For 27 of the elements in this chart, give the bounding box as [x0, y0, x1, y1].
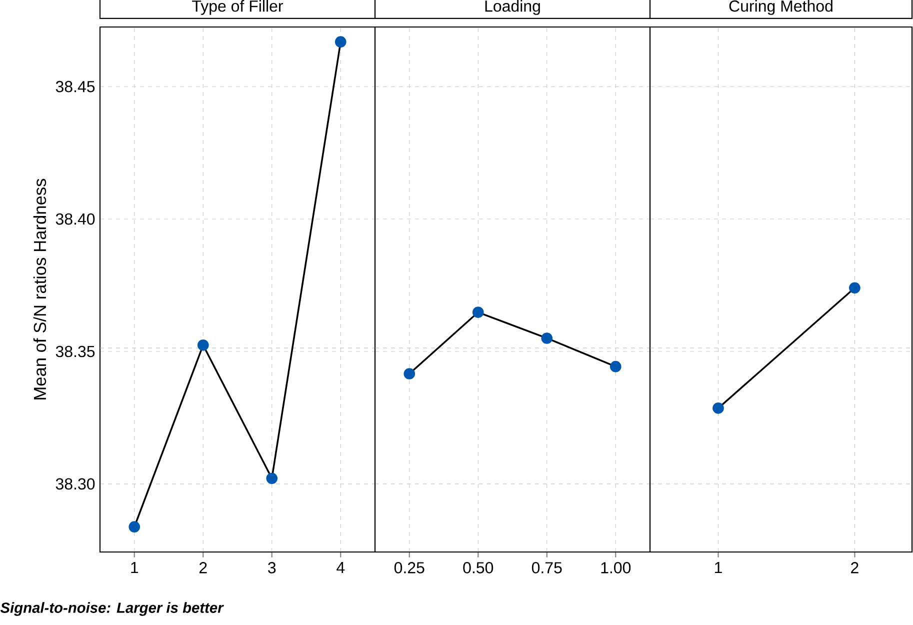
x-tick-label: 1	[131, 562, 138, 574]
point	[334, 36, 346, 48]
x-tick-label: 1	[715, 562, 722, 574]
x-tick-label: 3	[268, 562, 276, 574]
chart-title: Type of Filler	[192, 0, 284, 15]
y-tick-label: 38.40	[56, 213, 95, 225]
chart-title: Loading	[485, 0, 540, 15]
point	[541, 332, 553, 344]
point	[472, 306, 484, 318]
text: Signal-to-noise: Larger is better	[0, 602, 224, 616]
x-tick-label: 0.50	[463, 562, 494, 574]
point	[610, 360, 622, 372]
x-tick-label: 2	[851, 562, 858, 574]
point	[266, 472, 278, 484]
x-tick-label: 4	[336, 562, 345, 574]
point	[128, 521, 140, 533]
chart-title: Curing Method	[729, 0, 832, 15]
x-tick-label: 1.00	[601, 562, 631, 574]
y-tick-label: 38.35	[56, 346, 95, 358]
point	[197, 339, 209, 351]
y-axis-title: Mean of S/N ratios Hardness	[33, 178, 46, 400]
x-tick-label: 2	[199, 562, 207, 574]
x-tick-label: 0.25	[394, 562, 424, 574]
x-tick-label: 0.75	[532, 562, 562, 574]
y-tick-label: 38.30	[56, 478, 95, 490]
y-tick-label: 38.45	[56, 80, 95, 92]
point	[404, 368, 416, 380]
